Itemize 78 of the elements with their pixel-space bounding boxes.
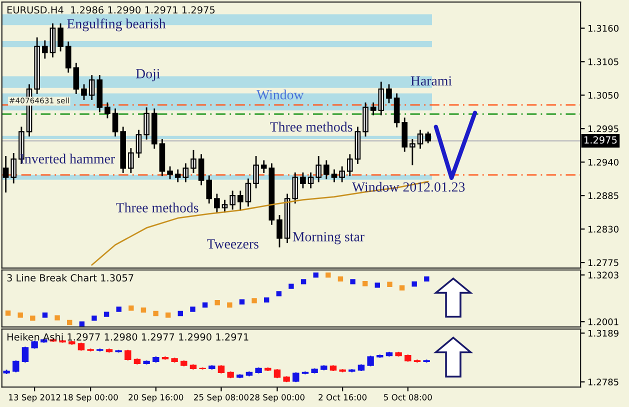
y-tick-label: 1.3203 [588,272,618,278]
x-tick-label: 2 Oct 16:00 [318,394,367,400]
candlestick [152,356,160,364]
y-tick-label: 1.2940 [588,158,618,166]
point [202,302,208,308]
point [350,279,356,284]
point [116,306,122,312]
point [252,298,257,304]
point [30,316,36,321]
candlestick [320,364,328,371]
point [288,284,294,289]
point [67,320,72,326]
point [104,312,110,317]
annotation: Engulfing bearish [67,18,166,32]
annotation: Three methods [270,122,352,132]
y-tick-label: 1.2001 [588,318,618,326]
y-tick-label: 1.3189 [588,330,618,337]
point [239,299,245,304]
chart-title: Heiken Ashi 1.2977 1.2980 1.2977 1.2990 1.2971 [7,333,248,341]
candlestick [264,366,272,372]
point [178,310,184,316]
ref-line-label: 1.2975 [584,136,617,144]
candlestick [87,348,94,352]
y-tick-label: 1.2775 [588,259,618,266]
x-tick-label: 28 Sep 00:00 [250,394,304,402]
point [153,310,158,316]
point [54,315,60,320]
annotation: Harami [410,76,452,86]
x-tick-label: 20 Sep 16:00 [128,394,184,402]
candlestick [423,358,430,364]
point [264,297,270,303]
chart-title: 3 Line Break Chart 1.3057 [7,274,134,282]
point [214,300,220,306]
point [424,276,430,282]
candlestick [167,166,173,180]
point [374,282,380,288]
x-tick-label: 13 Sep 2012 [9,394,60,402]
x-tick-label: 25 Sep 08:00 [194,394,248,402]
point [79,321,85,327]
candlestick [199,366,206,370]
point [412,281,417,287]
point [399,285,405,290]
candlestick [386,84,392,104]
annotation: Window 2012.01.23 [352,182,465,192]
annotation: Morning star [292,232,364,244]
point [276,291,282,296]
point [166,312,171,318]
point [140,307,146,313]
x-tick-label: 18 Sep 00:00 [64,394,118,402]
y-tick-label: 1.3160 [588,24,618,32]
point [18,312,23,318]
point [227,302,232,308]
point [362,281,368,286]
candlestick [348,368,356,373]
point [128,305,134,311]
candlestick [339,368,346,373]
y-tick-label: 1.2885 [588,192,618,200]
point [313,272,318,278]
candlestick [96,348,104,352]
y-tick-label: 1.3050 [588,92,618,99]
annotation: Three methods [116,202,198,212]
point [42,312,48,318]
candlestick [376,354,384,358]
point [92,316,97,321]
y-tick-label: 1.3105 [588,58,618,66]
y-tick-label: 1.2995 [588,125,618,132]
x-tick-label: 5 Oct 08:00 [384,394,432,400]
point [300,279,306,284]
y-tick-label: 1.2785 [588,378,618,386]
point [338,276,344,282]
point [190,306,196,312]
annotation: Doji [136,69,160,82]
point [5,310,11,316]
chart-title: EURUSD.H4 1.2986 1.2990 1.2971 1.2975 [7,6,215,14]
annotation: Tweezers [206,239,258,249]
point [326,272,331,278]
y-tick-label: 1.2830 [588,226,618,233]
point [387,282,392,287]
